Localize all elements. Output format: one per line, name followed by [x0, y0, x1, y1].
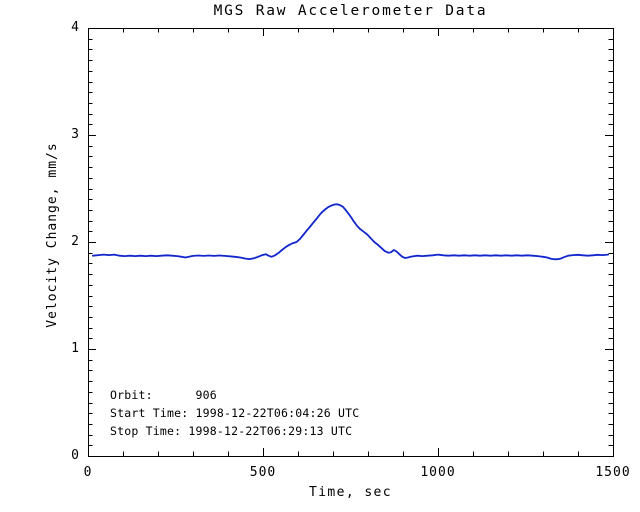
- y-tick-label: 1: [71, 341, 80, 356]
- y-tick-label: 3: [71, 127, 80, 142]
- y-tick-label: 4: [71, 20, 80, 35]
- x-axis-label: Time, sec: [308, 485, 393, 500]
- y-tick-label: 2: [71, 234, 80, 249]
- velocity-curve: [92, 203, 609, 261]
- x-tick-label: 1000: [420, 465, 456, 480]
- y-tick-label: 0: [71, 448, 80, 463]
- annotation-start-time: Start Time: 1998-12-22T06:04:26 UTC: [110, 406, 360, 420]
- plot-title: MGS Raw Accelerometer Data: [213, 3, 488, 19]
- axis-ticks: [88, 28, 614, 457]
- x-tick-label: 1500: [595, 465, 631, 480]
- x-tick-label: 500: [249, 465, 277, 480]
- x-tick-label: 0: [83, 465, 93, 480]
- annotation-orbit: Orbit: 906: [110, 388, 217, 402]
- annotation-stop-time: Stop Time: 1998-12-22T06:29:13 UTC: [110, 424, 353, 438]
